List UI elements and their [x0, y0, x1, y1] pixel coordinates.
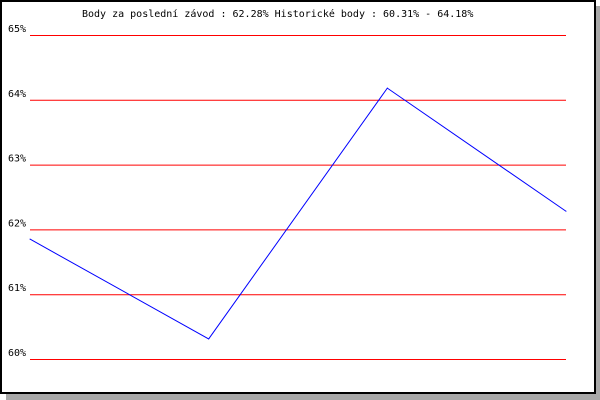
y-tick-label: 64% — [8, 89, 26, 100]
data-point — [208, 338, 210, 340]
data-point — [565, 210, 567, 212]
data-point — [386, 87, 388, 89]
y-tick-label: 63% — [8, 154, 26, 165]
series-line — [29, 87, 567, 340]
chart-title: Body za poslední závod : 62.28% Historic… — [82, 8, 473, 20]
y-tick-label: 62% — [8, 218, 26, 229]
y-tick-label: 61% — [8, 283, 26, 294]
y-tick-label: 65% — [8, 24, 26, 35]
chart-frame — [0, 0, 596, 394]
data-point — [29, 238, 31, 240]
y-tick-label: 60% — [8, 348, 26, 359]
